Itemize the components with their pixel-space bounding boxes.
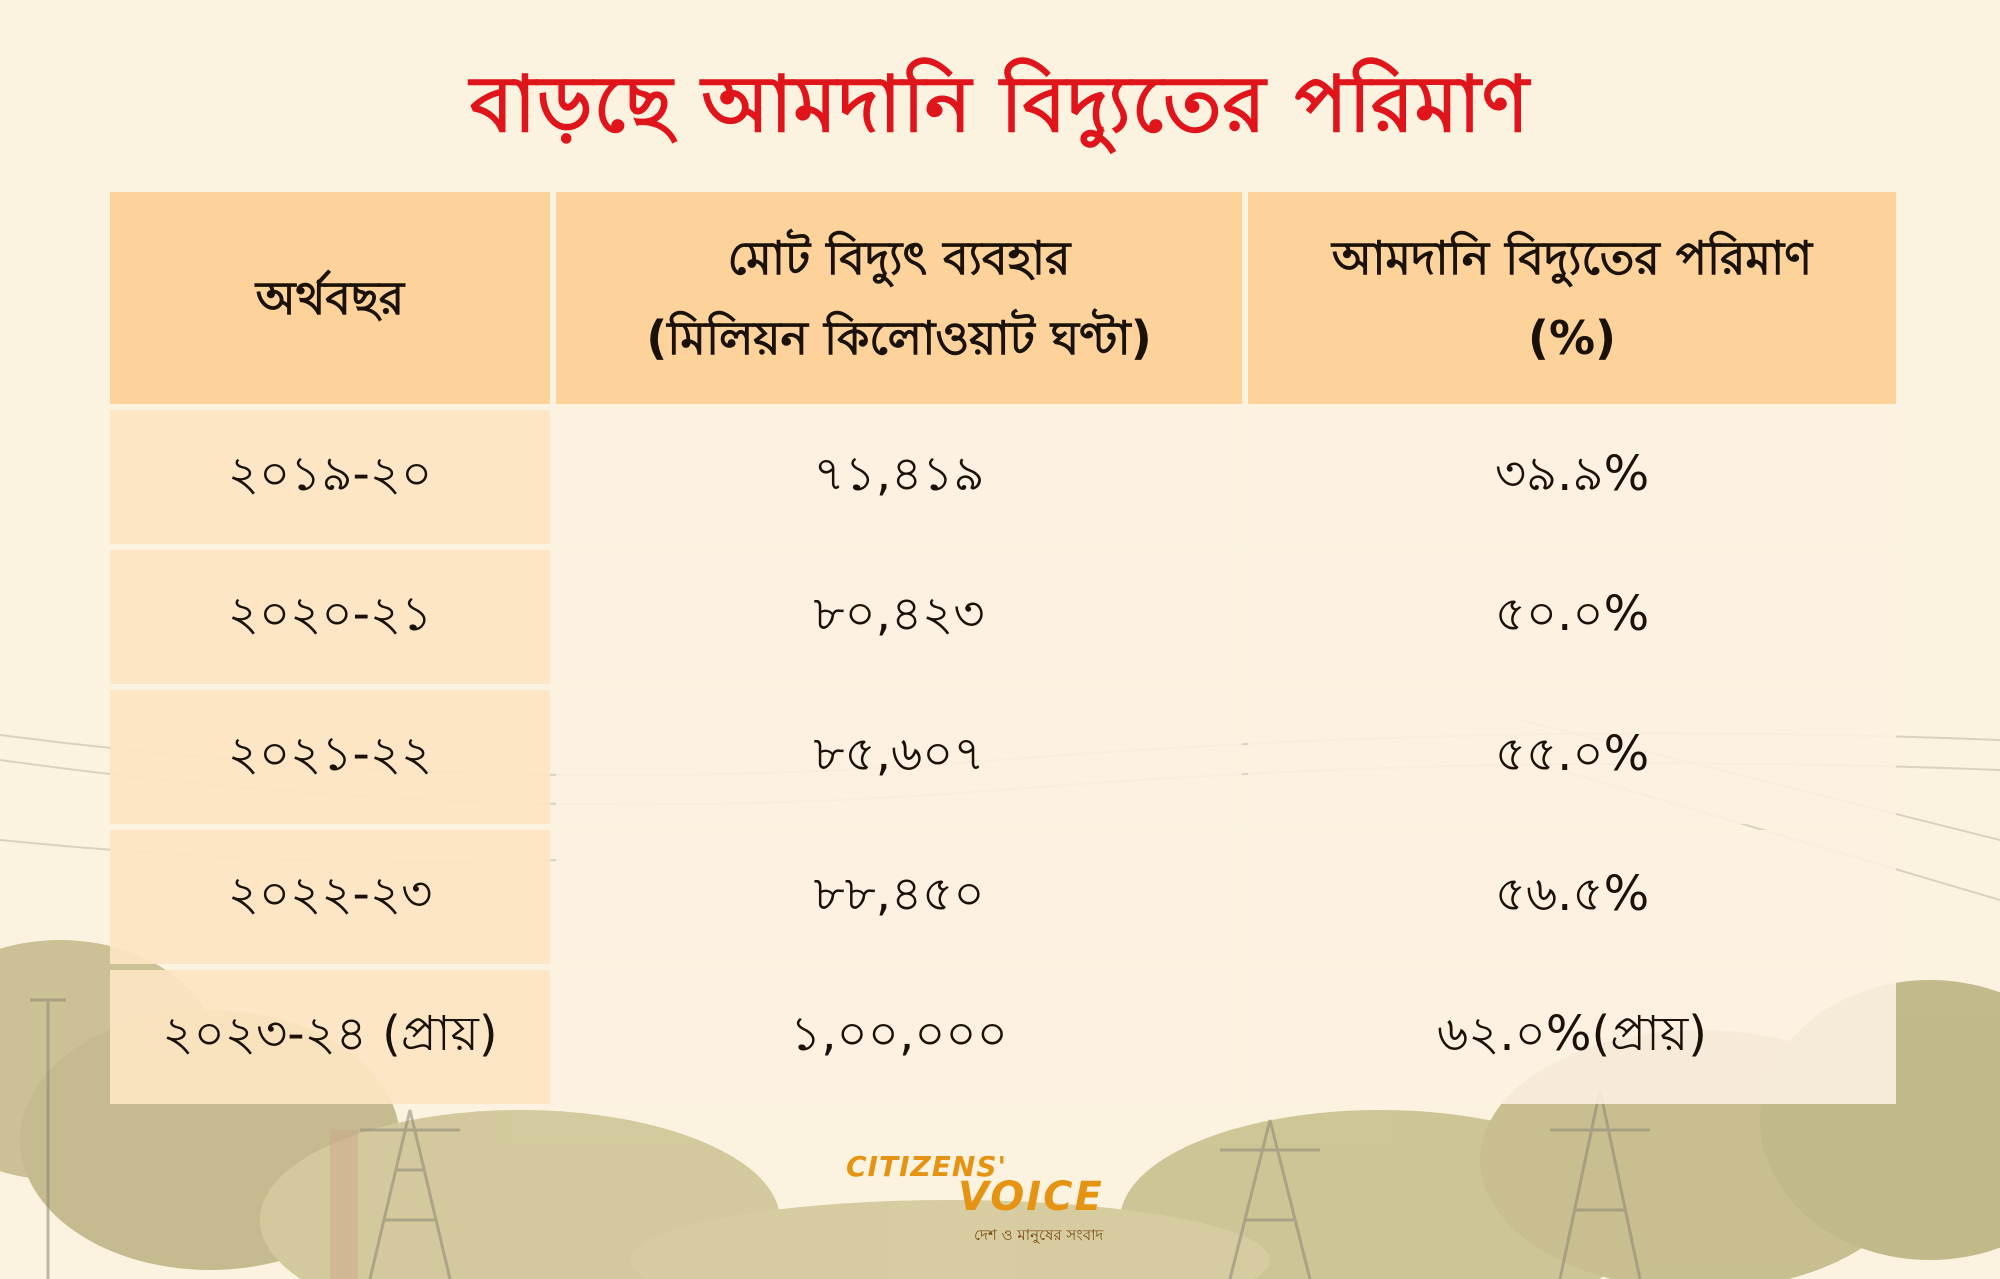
- cell-fiscal-year: ২০২৩-২৪ (প্রায়): [110, 970, 550, 1104]
- logo-tagline: দেশ ও মানুষের সংবাদ: [974, 1226, 1104, 1244]
- header-cell-import-share: আমদানি বিদ্যুতের পরিমাণ (%): [1248, 192, 1896, 404]
- page-title: বাড়ছে আমদানি বিদ্যুতের পরিমাণ: [470, 60, 1530, 150]
- cell-total-usage: ৮০,৪২৩: [556, 550, 1242, 684]
- table-row: ২০২৩-২৪ (প্রায়) ১,০০,০০০ ৬২.০%(প্রায়): [110, 970, 1896, 1104]
- cell-fiscal-year: ২০২০-২১: [110, 550, 550, 684]
- header-label: মোট বিদ্যুৎ ব্যবহার: [727, 231, 1071, 285]
- cell-total-usage: ১,০০,০০০: [556, 970, 1242, 1104]
- table-header-row: অর্থবছর মোট বিদ্যুৎ ব্যবহার (মিলিয়ন কিল…: [110, 192, 1896, 404]
- cell-total-usage: ৭১,৪১৯: [556, 410, 1242, 544]
- cell-fiscal-year: ২০২২-২৩: [110, 830, 550, 964]
- cell-total-usage: ৮৮,৪৫০: [556, 830, 1242, 964]
- cell-import-share: ৬২.০%(প্রায়): [1248, 970, 1896, 1104]
- table-row: ২০২২-২৩ ৮৮,৪৫০ ৫৬.৫%: [110, 830, 1896, 964]
- table-row: ২০১৯-২০ ৭১,৪১৯ ৩৯.৯%: [110, 410, 1896, 544]
- table-row: ২০২১-২২ ৮৫,৬০৭ ৫৫.০%: [110, 690, 1896, 824]
- table-row: ২০২০-২১ ৮০,৪২৩ ৫০.০%: [110, 550, 1896, 684]
- cell-import-share: ৫০.০%: [1248, 550, 1896, 684]
- cell-fiscal-year: ২০১৯-২০: [110, 410, 550, 544]
- header-label: আমদানি বিদ্যুতের পরিমাণ: [1331, 231, 1813, 285]
- header-label: অর্থবছর: [255, 271, 405, 325]
- logo-main-text: VOICE: [958, 1174, 1104, 1220]
- cell-import-share: ৫৬.৫%: [1248, 830, 1896, 964]
- cell-import-share: ৫৫.০%: [1248, 690, 1896, 824]
- header-cell-fiscal-year: অর্থবছর: [110, 192, 550, 404]
- header-cell-total-usage: মোট বিদ্যুৎ ব্যবহার (মিলিয়ন কিলোওয়াট ঘ…: [556, 192, 1242, 404]
- logo-top-text: CITIZENS': [846, 1150, 1008, 1183]
- cell-total-usage: ৮৫,৬০৭: [556, 690, 1242, 824]
- data-table: অর্থবছর মোট বিদ্যুৎ ব্যবহার (মিলিয়ন কিল…: [110, 192, 1896, 1110]
- header-sublabel: (মিলিয়ন কিলোওয়াট ঘণ্টা): [646, 311, 1152, 365]
- cell-import-share: ৩৯.৯%: [1248, 410, 1896, 544]
- citizens-voice-logo: CITIZENS' VOICE দেশ ও মানুষের সংবাদ: [846, 1150, 1116, 1244]
- header-sublabel: (%): [1527, 311, 1617, 365]
- cell-fiscal-year: ২০২১-২২: [110, 690, 550, 824]
